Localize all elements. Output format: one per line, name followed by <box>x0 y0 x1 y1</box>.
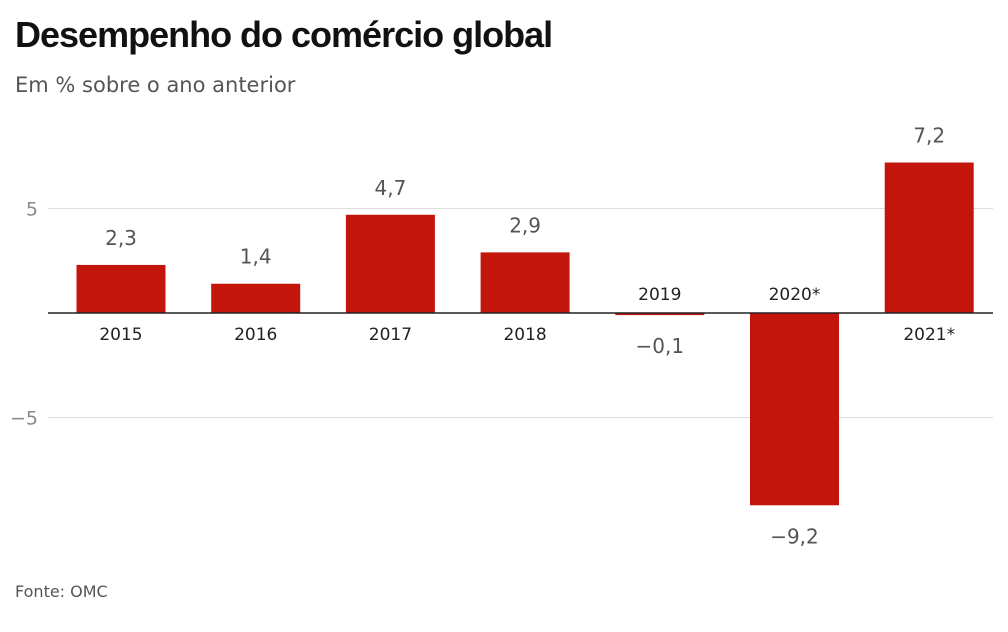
chart-subtitle: Em % sobre o ano anterior <box>15 73 296 97</box>
category-label: 2020* <box>769 285 821 305</box>
bar <box>615 313 705 316</box>
y-tick-label: 5 <box>26 199 38 221</box>
value-label: 4,7 <box>374 176 406 200</box>
category-label: 2018 <box>503 325 546 345</box>
bar <box>750 313 839 506</box>
category-labels: 2015 2016 2017 2018 2019 2020* 2021* <box>99 285 955 345</box>
bar <box>345 214 435 313</box>
bar <box>76 264 166 313</box>
y-tick-label: −5 <box>10 408 38 430</box>
category-label: 2017 <box>369 325 412 345</box>
category-label: 2019 <box>638 285 681 305</box>
value-label: −0,1 <box>636 334 685 358</box>
bar <box>884 162 974 313</box>
category-label: 2016 <box>234 325 277 345</box>
value-label: −9,2 <box>770 524 819 548</box>
category-label: 2015 <box>99 325 142 345</box>
value-label: 1,4 <box>240 245 272 269</box>
bars <box>76 162 974 506</box>
value-label: 2,9 <box>509 213 541 237</box>
y-axis-ticks: 5 −5 <box>10 199 38 430</box>
value-label: 7,2 <box>913 124 945 148</box>
value-label: 2,3 <box>105 226 137 250</box>
value-labels: 2,3 1,4 4,7 2,9 −0,1 −9,2 7,2 <box>105 124 945 549</box>
bar <box>480 252 570 313</box>
chart-title: Desempenho do comércio global <box>15 14 553 55</box>
bar <box>211 283 301 313</box>
category-label: 2021* <box>903 325 955 345</box>
source-note: Fonte: OMC <box>15 582 108 601</box>
